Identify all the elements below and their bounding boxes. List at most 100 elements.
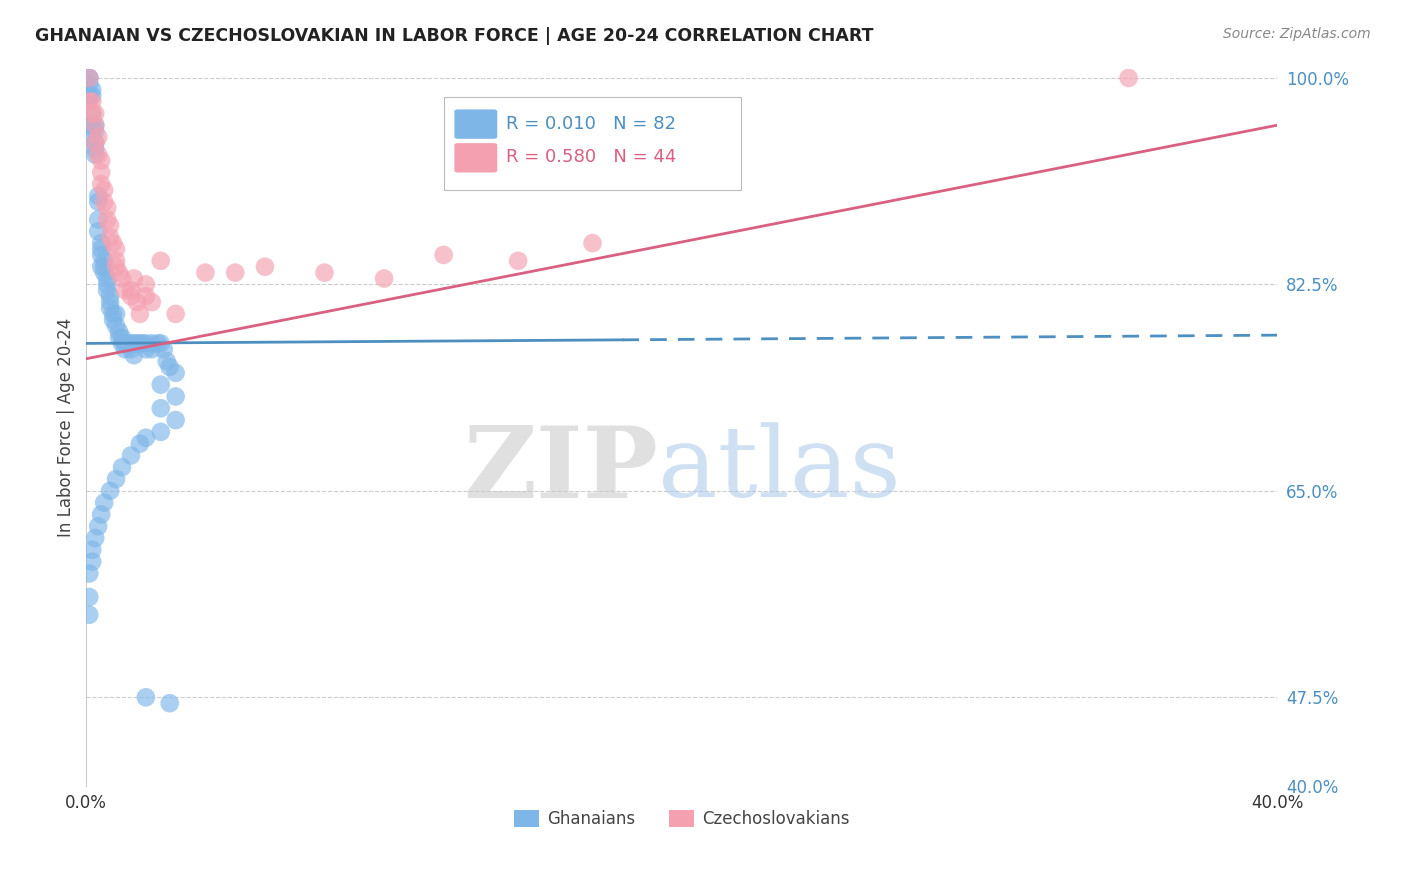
Point (82, 542, 104, 557)
Point (101, 313, 124, 327)
Point (98, 230, 121, 244)
Point (87, 130, 110, 145)
Text: R = 0.010   N = 82: R = 0.010 N = 82 (506, 115, 676, 133)
Point (581, 236, 603, 251)
Point (135, 277, 157, 292)
Point (96, 283, 118, 297)
Point (149, 336, 172, 351)
Point (82, 83, 104, 97)
Text: atlas: atlas (658, 422, 901, 518)
Point (149, 401, 172, 416)
Point (93, 260, 115, 274)
Point (373, 271, 395, 285)
Point (120, 283, 142, 297)
Point (506, 253, 529, 268)
Point (96, 212, 118, 227)
Point (128, 307, 150, 321)
Point (149, 425, 172, 439)
Point (90, 236, 112, 251)
Point (111, 271, 134, 285)
Point (84, 531, 107, 545)
Point (111, 460, 134, 475)
Point (111, 336, 134, 351)
Point (87, 194, 110, 209)
Legend: Ghanaians, Czechoslovakians: Ghanaians, Czechoslovakians (508, 804, 856, 835)
Point (93, 253, 115, 268)
Point (98, 301, 121, 315)
Text: Source: ZipAtlas.com: Source: ZipAtlas.com (1223, 27, 1371, 41)
Point (165, 307, 187, 321)
Point (105, 242, 128, 256)
Point (84, 142, 107, 156)
Point (135, 336, 157, 351)
Point (98, 483, 121, 498)
Point (105, 472, 128, 486)
Point (125, 336, 148, 351)
Point (84, 136, 107, 150)
Point (165, 413, 187, 427)
Point (120, 289, 142, 303)
Point (90, 153, 112, 168)
Point (141, 336, 163, 351)
Point (105, 260, 128, 274)
Point (77, 590, 100, 604)
Point (128, 436, 150, 450)
Point (98, 219, 121, 233)
Point (98, 295, 121, 310)
Point (96, 201, 118, 215)
Point (165, 366, 187, 380)
Point (314, 266, 336, 280)
FancyBboxPatch shape (454, 143, 498, 172)
Point (82, 118, 104, 132)
Text: GHANAIAN VS CZECHOSLOVAKIAN IN LABOR FORCE | AGE 20-24 CORRELATION CHART: GHANAIAN VS CZECHOSLOVAKIAN IN LABOR FOR… (35, 27, 873, 45)
Point (77, 88, 100, 103)
Point (120, 336, 142, 351)
Point (96, 271, 118, 285)
Point (77, 88, 100, 103)
Point (135, 289, 157, 303)
Point (84, 124, 107, 138)
Point (114, 336, 136, 351)
Point (159, 696, 181, 710)
Point (90, 242, 112, 256)
Point (87, 212, 110, 227)
Point (128, 336, 150, 351)
Point (120, 343, 142, 357)
Point (84, 136, 107, 150)
Point (108, 266, 131, 280)
Point (165, 389, 187, 403)
Point (433, 248, 456, 262)
Point (77, 70, 100, 85)
Point (122, 336, 145, 351)
Point (141, 295, 163, 310)
Point (93, 266, 115, 280)
Point (120, 449, 142, 463)
Point (108, 325, 131, 339)
Point (156, 354, 179, 368)
FancyBboxPatch shape (454, 110, 498, 139)
Point (105, 318, 128, 333)
Point (87, 224, 110, 238)
Point (253, 260, 276, 274)
Point (141, 343, 163, 357)
Point (82, 88, 104, 103)
Point (93, 496, 115, 510)
Point (1118, 70, 1140, 85)
Point (108, 330, 131, 344)
Point (84, 118, 107, 132)
Point (135, 690, 157, 705)
Point (93, 194, 115, 209)
Point (77, 70, 100, 85)
Point (98, 289, 121, 303)
Point (111, 330, 134, 344)
Point (132, 336, 155, 351)
Y-axis label: In Labor Force | Age 20-24: In Labor Force | Age 20-24 (58, 318, 75, 537)
Point (87, 189, 110, 203)
Point (101, 236, 124, 251)
Point (125, 295, 148, 310)
Point (77, 566, 100, 581)
Point (82, 130, 104, 145)
Point (114, 343, 136, 357)
Point (82, 106, 104, 120)
Point (152, 343, 174, 357)
